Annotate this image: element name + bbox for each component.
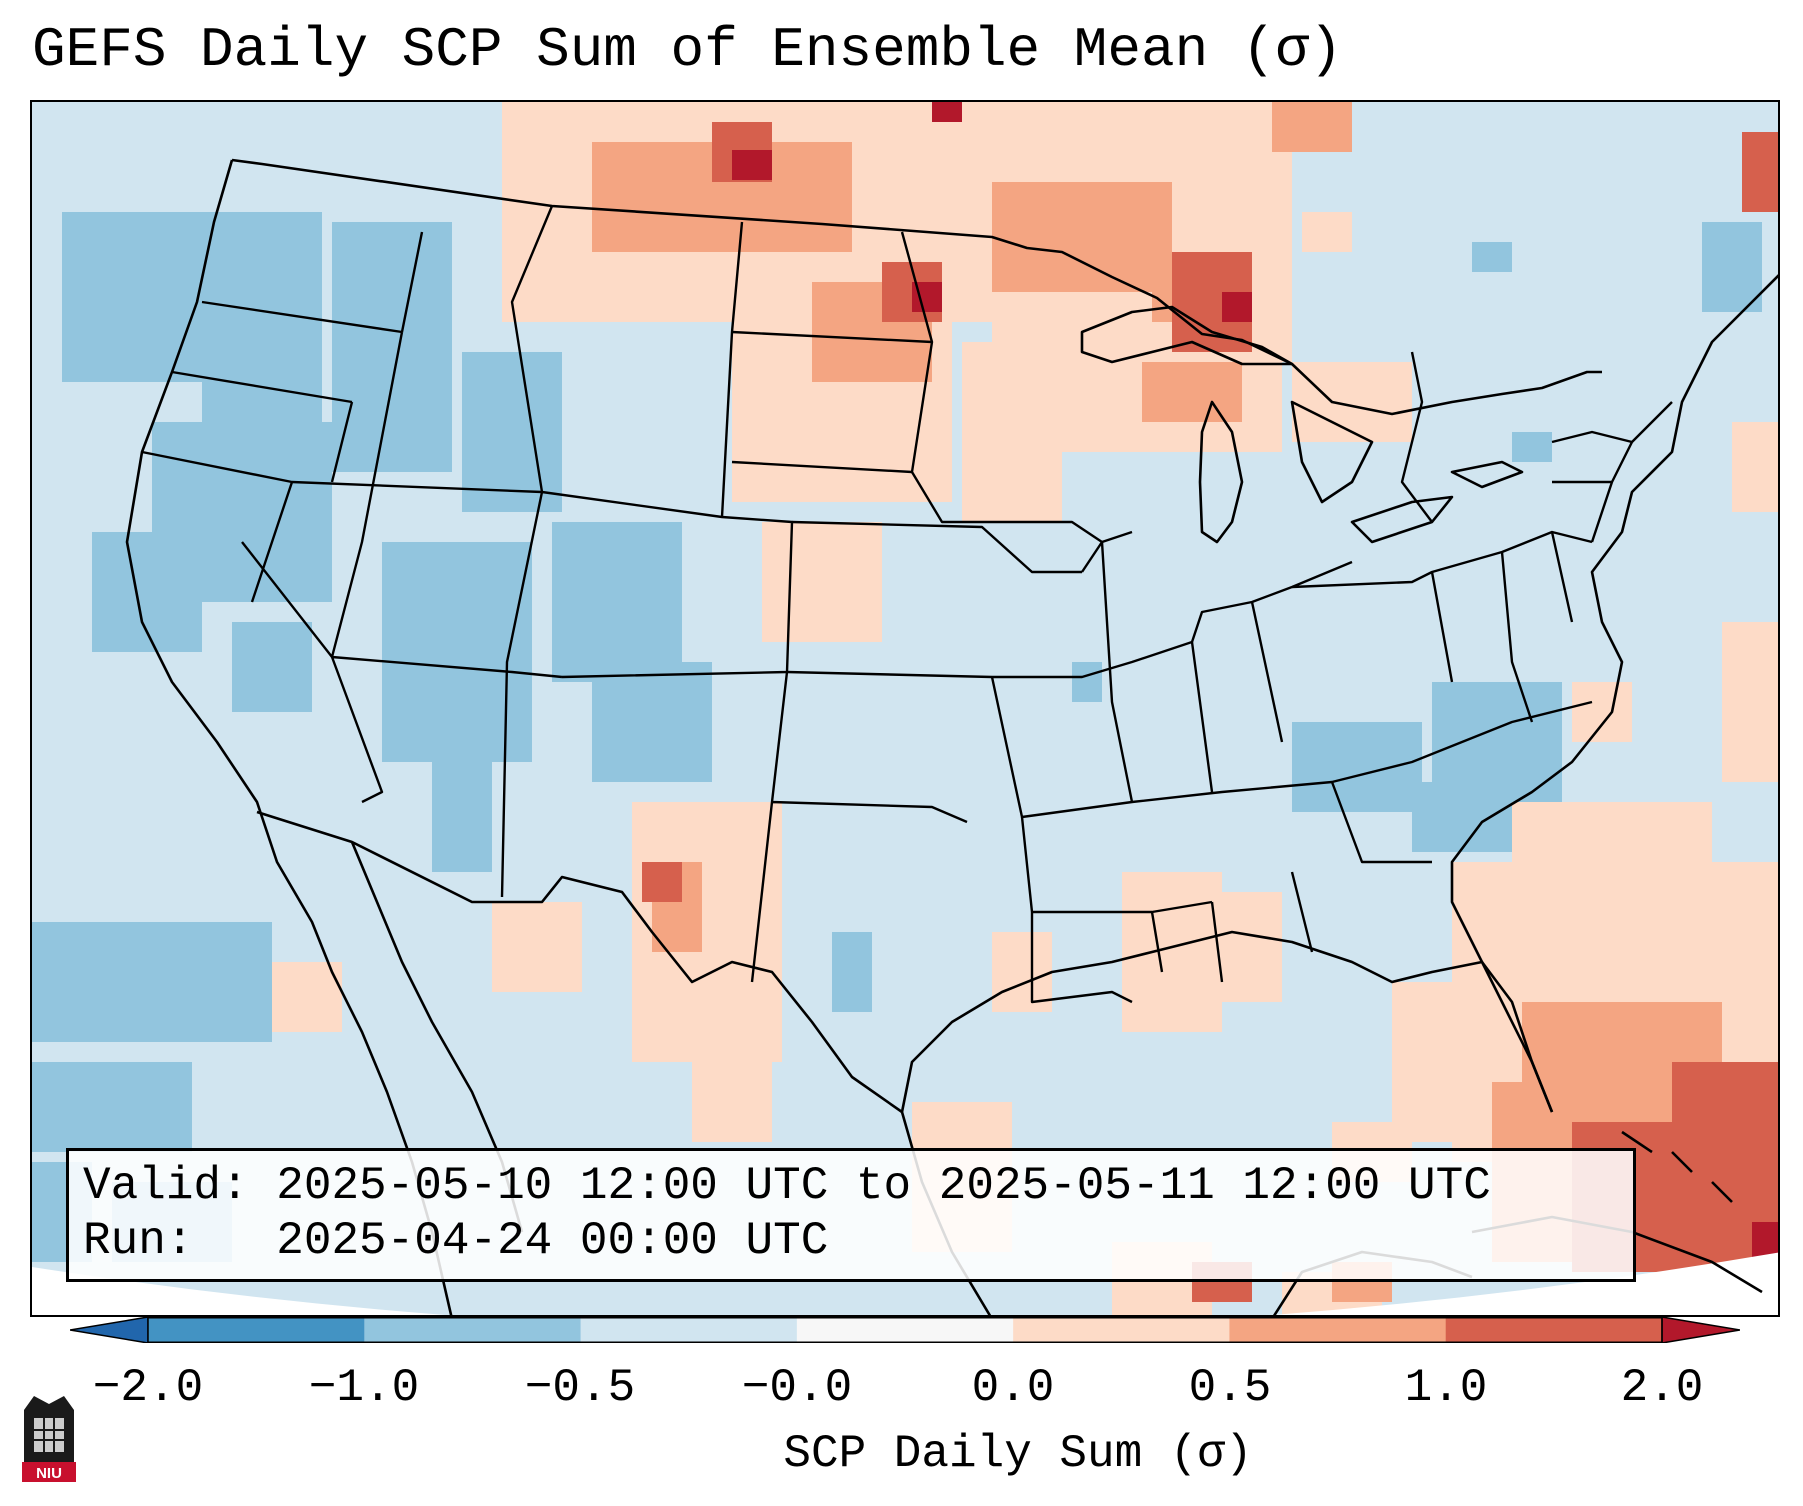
anomaly-patch — [992, 182, 1172, 292]
anomaly-patch — [692, 1042, 772, 1142]
colorbar-label: SCP Daily Sum (σ) — [783, 1428, 1253, 1480]
anomaly-patch — [232, 622, 312, 712]
colorbar-bin — [364, 1317, 582, 1343]
lake-erie — [1350, 495, 1454, 544]
lake-huron — [1290, 400, 1374, 504]
valid-time-text: Valid: 2025-05-10 12:00 UTC to 2025-05-1… — [83, 1160, 1491, 1212]
canada-border — [231, 158, 1602, 416]
projection-edge-bottom — [32, 1252, 1778, 1315]
colorbar-tick-label: 0.5 — [1188, 1362, 1272, 1414]
anomaly-patch — [552, 522, 682, 682]
anomaly-patch — [732, 150, 772, 180]
anomaly-patch — [32, 922, 272, 1042]
anomaly-patch — [832, 932, 872, 1012]
anomaly-patch — [1512, 432, 1552, 462]
colorbar-bin — [796, 1317, 1014, 1343]
gulf-coast — [900, 930, 1554, 1113]
anomaly-patch — [492, 902, 582, 992]
colorbar-tick-label: 0.0 — [971, 1362, 1055, 1414]
valid-run-info-box: Valid: 2025-05-10 12:00 UTC to 2025-05-1… — [66, 1148, 1636, 1282]
colorbar-tick-label: −0.5 — [524, 1362, 636, 1414]
chart-title: GEFS Daily SCP Sum of Ensemble Mean (σ) — [32, 18, 1343, 82]
anomaly-patch — [1472, 242, 1512, 272]
anomaly-patch — [1292, 722, 1422, 812]
anomaly-patch — [1732, 422, 1778, 512]
colorbar-tick-label: −2.0 — [92, 1362, 204, 1414]
logo-text: NIU — [36, 1465, 62, 1482]
anomaly-patch — [1512, 802, 1712, 902]
anomaly-patch — [1072, 662, 1102, 702]
anomaly-patch — [762, 522, 882, 642]
run-time-text: Run: 2025-04-24 00:00 UTC — [83, 1215, 829, 1267]
colorbar-bin — [580, 1317, 798, 1343]
colorbar-extend-high — [1661, 1317, 1740, 1343]
anomaly-patch — [1142, 362, 1242, 422]
anomaly-patch — [592, 662, 712, 782]
colorbar-tick-label: 2.0 — [1620, 1362, 1704, 1414]
colorbar-outline — [147, 1317, 1663, 1343]
colorbar-segments — [70, 1317, 1740, 1343]
anomaly-patch — [962, 342, 1062, 522]
map-panel — [30, 100, 1780, 1317]
anomaly-patch — [432, 762, 492, 872]
anomaly-patch — [1202, 892, 1282, 1002]
atlantic-coast — [1450, 274, 1778, 1113]
anomaly-patch — [462, 352, 562, 512]
anomaly-patch — [1292, 362, 1412, 442]
anomaly-patch — [202, 302, 322, 442]
anomaly-patch — [1702, 222, 1762, 312]
colorbar-bin — [148, 1317, 365, 1343]
anomaly-patch — [332, 222, 452, 472]
anomaly-patch — [1672, 1062, 1778, 1142]
anomaly-patch — [1302, 212, 1352, 252]
pacific-coast — [125, 159, 453, 1315]
colorbar-tick-label: 1.0 — [1404, 1362, 1488, 1414]
anomaly-patch — [32, 1062, 192, 1152]
anomaly-patch — [1272, 102, 1352, 152]
bahamas — [1621, 1130, 1733, 1203]
anomaly-patch — [1222, 292, 1252, 322]
anomaly-patch — [272, 962, 342, 1032]
lake-ontario — [1450, 460, 1524, 489]
colorbar-tick-label: −0.0 — [741, 1362, 853, 1414]
colorbar-bin — [1445, 1317, 1663, 1343]
colorbar-tick-label: −1.0 — [308, 1362, 420, 1414]
colorbar-bin — [1013, 1317, 1230, 1343]
colorbar — [70, 1317, 1740, 1343]
anomaly-patch — [932, 102, 962, 122]
colorbar-extend-low — [70, 1317, 149, 1343]
lake-superior — [1080, 305, 1294, 366]
colorbar-bin — [1229, 1317, 1447, 1343]
anomaly-patch — [1572, 682, 1632, 742]
mexico-border — [256, 810, 903, 1114]
anomaly-patch — [642, 862, 682, 902]
anomaly-patch — [992, 932, 1052, 1012]
anomaly-patch — [1722, 622, 1778, 782]
coastlines-and-borders — [125, 158, 1778, 1315]
map-canvas — [32, 102, 1778, 1315]
niu-logo-icon: NIU — [22, 1396, 76, 1482]
anomaly-patch — [382, 542, 532, 762]
lake-michigan — [1198, 400, 1244, 544]
state-boundaries — [141, 205, 1673, 1004]
anomaly-patch — [1742, 132, 1778, 212]
anomaly-patch — [1412, 782, 1512, 852]
